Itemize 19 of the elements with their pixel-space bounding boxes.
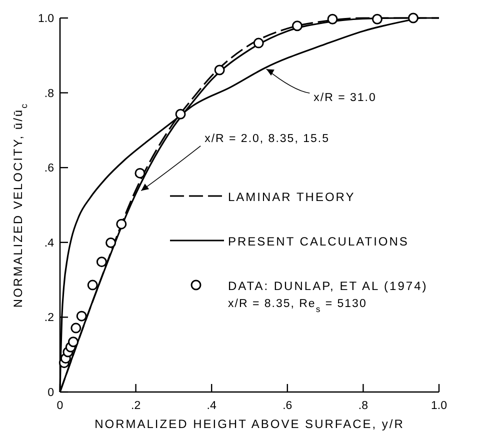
y-tick-label: .4 — [44, 237, 55, 250]
x-tick-label: .2 — [131, 400, 141, 412]
x-axis-title: NORMALIZED HEIGHT ABOVE SURFACE, y/R — [94, 417, 404, 431]
annotation: x/R = 8.35, Re$_{s}$ = 5130 — [228, 298, 367, 314]
x-tick-label: 1.0 — [431, 400, 447, 412]
annotation: x/R = 2.0, 8.35, 15.5 — [204, 132, 330, 145]
x-tick-label: 0 — [56, 400, 64, 412]
x-tick-label: .6 — [282, 400, 292, 412]
y-tick-label: .8 — [44, 88, 54, 100]
legend-label: PRESENT CALCULATIONS — [228, 234, 409, 248]
y-tick-label: .6 — [44, 162, 54, 175]
annotation: x/R = 31.0 — [314, 92, 376, 104]
legend-label: DATA: DUNLAP, ET AL (1974) — [228, 279, 428, 293]
y-tick-label: .2 — [44, 312, 54, 324]
legend-label: LAMINAR THEORY — [228, 190, 356, 204]
x-tick-label: .8 — [358, 400, 368, 412]
x-tick-label: .4 — [206, 400, 217, 412]
y-tick-label: 0 — [48, 387, 54, 399]
y-tick-label: 1.0 — [38, 13, 54, 25]
